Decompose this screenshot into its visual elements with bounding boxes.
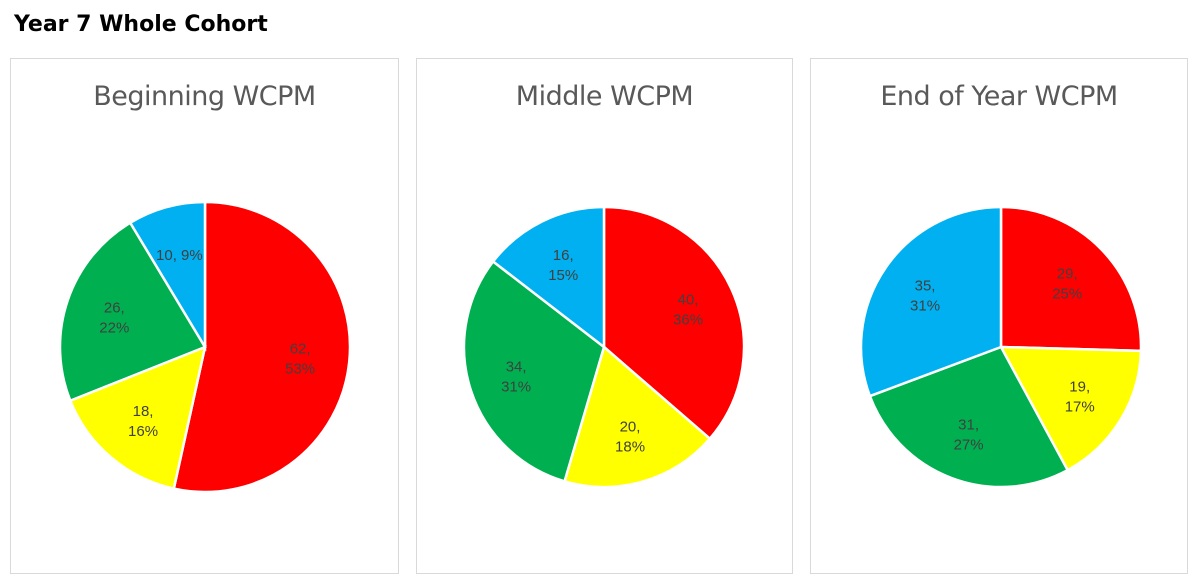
- data-label-red: 29, 25%: [1052, 266, 1082, 303]
- pie-slice-green: [868, 345, 1070, 489]
- chart-title: Middle WCPM: [515, 81, 694, 112]
- pie-slice-blue: [128, 200, 207, 352]
- page-title: Year 7 Whole Cohort: [14, 12, 268, 37]
- pie-chart-beginning: Beginning WCPM 62, 53% 18, 16% 26, 22% 10, 9%: [10, 58, 399, 574]
- data-label-red: 62, 53%: [285, 340, 315, 377]
- data-label-green: 34, 31%: [501, 359, 531, 396]
- data-label-blue: 16, 15%: [548, 247, 578, 284]
- pie-svg: 40, 36% 20, 18% 34, 31% 16, 15%: [462, 205, 746, 489]
- pie-slice-yellow: [998, 345, 1143, 472]
- chart-title: Beginning WCPM: [93, 81, 316, 112]
- data-label-red: 40, 36%: [673, 292, 703, 329]
- data-label-green: 31, 27%: [954, 417, 984, 454]
- data-label-blue: 10, 9%: [156, 247, 203, 264]
- pie-svg: 62, 53% 18, 16% 26, 22% 10, 9%: [58, 200, 352, 494]
- pie-slice-yellow: [563, 344, 712, 489]
- pie-slice-green: [462, 259, 606, 483]
- data-label-yellow: 19, 17%: [1065, 378, 1095, 415]
- chart-title: End of Year WCPM: [880, 81, 1118, 112]
- data-label-yellow: 18, 16%: [128, 403, 158, 440]
- pie-slice-blue: [859, 205, 1003, 398]
- pie-chart-middle: Middle WCPM 40, 36% 20, 18% 34, 31% 16, 15%: [416, 58, 793, 574]
- pie-slice-blue: [491, 205, 606, 350]
- pie-slice-red: [602, 205, 746, 441]
- pie-chart-end-of-year: End of Year WCPM 29, 25% 19, 17% 31, 27% 35, 31…: [810, 58, 1188, 574]
- pie-svg: 29, 25% 19, 17% 31, 27% 35, 31%: [859, 205, 1143, 489]
- data-label-green: 26, 22%: [99, 299, 129, 336]
- data-label-yellow: 20, 18%: [615, 419, 645, 456]
- pie-slice-green: [58, 221, 207, 403]
- pie-slice-red: [999, 205, 1143, 353]
- pie-slice-red: [172, 200, 352, 494]
- pie-slice-yellow: [68, 344, 207, 491]
- data-label-blue: 35, 31%: [910, 277, 940, 314]
